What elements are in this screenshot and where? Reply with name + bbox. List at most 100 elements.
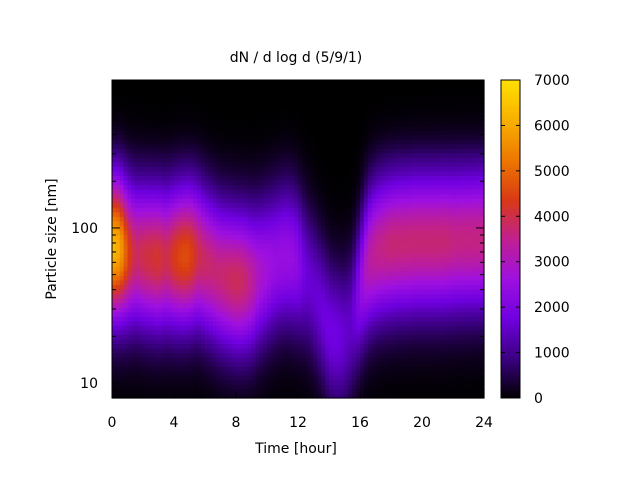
heatmap-cell: [146, 266, 152, 272]
heatmap-cell: [298, 343, 303, 349]
heatmap-cell: [270, 338, 276, 345]
heatmap-cell: [267, 148, 272, 154]
heatmap-cell: [298, 352, 303, 358]
heatmap-cell: [336, 252, 342, 258]
heatmap-cell: [383, 170, 388, 176]
heatmap-cell: [282, 284, 287, 290]
heatmap-cell: [367, 338, 373, 345]
heatmap-cell: [270, 298, 276, 304]
heatmap-cell: [336, 366, 342, 372]
heatmap-cell: [336, 288, 342, 295]
heatmap-cell: [348, 361, 353, 367]
heatmap-cell: [158, 134, 163, 140]
heatmap-cell: [305, 170, 311, 176]
heatmap-cell: [352, 225, 357, 231]
heatmap-cell: [379, 384, 384, 390]
heatmap-cell: [239, 93, 245, 99]
heatmap-cell: [212, 170, 218, 176]
heatmap-cell: [286, 375, 291, 381]
heatmap-cell: [201, 161, 206, 167]
heatmap-cell: [208, 229, 214, 236]
heatmap-cell: [274, 334, 280, 340]
heatmap-cell: [150, 320, 156, 326]
heatmap-cell: [247, 211, 253, 217]
heatmap-cell: [309, 161, 315, 167]
heatmap-cell: [371, 193, 377, 199]
heatmap-cell: [154, 348, 160, 354]
heatmap-cell: [239, 375, 245, 381]
heatmap-cell: [298, 334, 303, 340]
heatmap-cell: [387, 288, 392, 295]
heatmap-cell: [146, 229, 152, 236]
heatmap-cell: [267, 198, 272, 204]
heatmap-cell: [259, 102, 264, 108]
heatmap-cell: [321, 316, 326, 322]
heatmap-cell: [317, 220, 322, 226]
heatmap-cell: [278, 129, 284, 136]
heatmap-cell: [208, 375, 214, 381]
heatmap-cell: [135, 93, 140, 99]
heatmap-cell: [170, 298, 175, 304]
heatmap-cell: [174, 229, 179, 236]
heatmap-cell: [367, 334, 373, 340]
heatmap-cell: [251, 102, 256, 108]
heatmap-cell: [236, 216, 241, 222]
heatmap-cell: [205, 102, 210, 108]
heatmap-cell: [177, 189, 183, 195]
heatmap-cell: [325, 216, 330, 222]
heatmap-cell: [174, 357, 179, 363]
heatmap-cell: [321, 266, 326, 272]
heatmap-cell: [332, 111, 338, 117]
heatmap-cell: [232, 243, 237, 249]
heatmap-cell: [317, 261, 322, 267]
heatmap-cell: [150, 239, 156, 245]
heatmap-cell: [286, 298, 291, 304]
heatmap-cell: [185, 320, 191, 326]
heatmap-cell: [119, 120, 125, 127]
heatmap-cell: [259, 288, 264, 295]
heatmap-cell: [282, 338, 287, 345]
heatmap-cell: [243, 120, 249, 127]
heatmap-cell: [251, 170, 256, 176]
heatmap-cell: [208, 348, 214, 354]
heatmap-cell: [224, 388, 229, 395]
heatmap-cell: [309, 248, 315, 254]
heatmap-cell: [274, 152, 280, 158]
heatmap-cell: [166, 361, 171, 367]
heatmap-cell: [352, 361, 357, 367]
heatmap-cell: [267, 116, 272, 122]
heatmap-cell: [177, 288, 183, 295]
heatmap-cell: [228, 134, 233, 140]
heatmap-cell: [236, 89, 241, 95]
heatmap-cell: [270, 120, 276, 127]
heatmap-cell: [321, 207, 326, 213]
heatmap-cell: [243, 266, 249, 272]
heatmap-cell: [348, 370, 353, 376]
heatmap-cell: [309, 102, 315, 108]
heatmap-cell: [220, 152, 225, 158]
heatmap-cell: [309, 243, 315, 249]
heatmap-cell: [379, 307, 384, 313]
heatmap-cell: [158, 211, 163, 217]
heatmap-cell: [352, 166, 357, 172]
heatmap-cell: [185, 211, 191, 217]
heatmap-cell: [197, 316, 202, 322]
heatmap-cell: [208, 198, 214, 204]
heatmap-cell: [115, 261, 121, 267]
heatmap-cell: [139, 134, 144, 140]
heatmap-cell: [321, 166, 326, 172]
heatmap-cell: [158, 261, 163, 267]
heatmap-cell: [309, 384, 315, 390]
heatmap-cell: [321, 175, 326, 181]
heatmap-cell: [282, 102, 287, 108]
heatmap-cell: [301, 198, 307, 204]
heatmap-cell: [286, 198, 291, 204]
heatmap-cell: [325, 198, 330, 204]
heatmap-cell: [247, 239, 253, 245]
heatmap-cell: [146, 261, 152, 267]
heatmap-cell: [208, 352, 214, 358]
heatmap-cell: [236, 148, 241, 154]
heatmap-cell: [216, 202, 222, 208]
heatmap-cell: [189, 379, 194, 385]
heatmap-cell: [216, 148, 222, 154]
